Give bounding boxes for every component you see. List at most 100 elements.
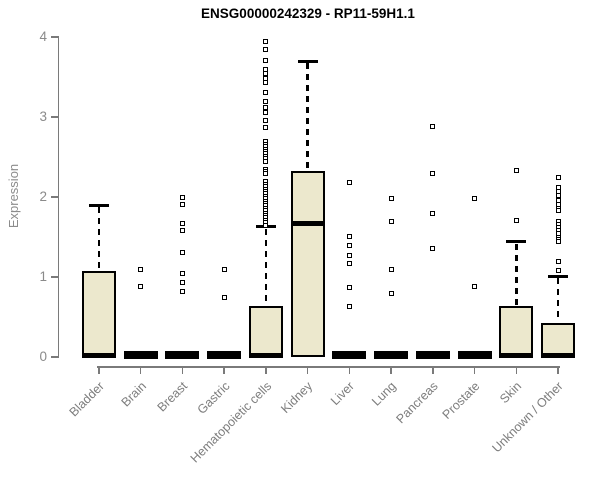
x-axis-tick — [306, 366, 309, 374]
upper-whisker — [556, 278, 560, 323]
x-axis-tick-label: Brain — [118, 379, 149, 410]
outlier-point — [555, 208, 561, 214]
outlier-point — [263, 99, 269, 105]
x-axis-tick-label: Bladder — [66, 379, 107, 420]
outlier-point — [179, 220, 185, 226]
upper-whisker — [97, 207, 101, 270]
y-axis-tick-label: 1 — [39, 269, 47, 284]
x-axis-tick — [432, 366, 434, 374]
upper-whisker-cap — [548, 274, 569, 278]
outlier-point — [263, 71, 269, 77]
median-line — [541, 352, 576, 358]
median-line — [165, 351, 200, 360]
y-axis-tick-label: 2 — [39, 189, 47, 204]
outlier-point — [179, 288, 185, 294]
x-axis-tick — [223, 366, 225, 374]
x-axis-tick — [473, 366, 476, 374]
y-axis-tick — [50, 116, 58, 118]
outlier-point — [179, 280, 185, 286]
x-axis-tick — [348, 366, 351, 374]
upper-whisker-cap — [89, 203, 109, 207]
outlier-point — [513, 217, 519, 223]
outlier-point — [388, 267, 394, 273]
outlier-point — [472, 196, 478, 202]
upper-whisker — [306, 63, 309, 171]
x-axis-tick — [181, 366, 184, 374]
x-axis-tick-label: Kidney — [278, 379, 316, 416]
x-axis-tick-label: Gastric — [194, 379, 233, 417]
y-axis-tick — [50, 356, 58, 358]
y-axis-line — [57, 36, 59, 358]
outlier-point — [555, 258, 561, 264]
median-line — [290, 220, 325, 226]
outlier-point — [263, 89, 269, 95]
outlier-point — [263, 158, 269, 164]
outlier-point — [388, 196, 394, 202]
outlier-point — [388, 290, 394, 296]
outlier-point — [346, 284, 352, 290]
outlier-point — [263, 39, 269, 45]
median-line — [457, 351, 492, 360]
x-axis-tick — [265, 366, 267, 374]
median-line — [332, 351, 367, 360]
outlier-point — [179, 228, 185, 234]
x-axis-tick-label: Pancreas — [393, 379, 441, 427]
outlier-point — [263, 57, 269, 63]
median-line — [374, 351, 409, 360]
x-axis-tick-label: Hematopoietic cells — [187, 379, 274, 466]
x-axis-tick — [515, 366, 518, 374]
outlier-point — [346, 233, 352, 239]
upper-whisker-cap — [297, 59, 318, 63]
outlier-point — [179, 249, 185, 255]
x-axis-tick-label: Skin — [497, 379, 525, 407]
x-axis-tick-label: Lung — [369, 379, 400, 409]
x-axis-tick-label: Breast — [154, 379, 191, 415]
outlier-point — [555, 174, 561, 180]
box-hematopoietic-cells — [248, 305, 283, 357]
y-axis-tick-label: 0 — [39, 349, 47, 364]
outlier-point — [263, 124, 269, 130]
median-line — [82, 352, 116, 358]
outlier-point — [263, 222, 269, 228]
upper-whisker — [264, 228, 268, 305]
outlier-point — [555, 239, 561, 245]
y-axis-tick-label: 3 — [39, 109, 47, 124]
outlier-point — [555, 268, 561, 274]
upper-whisker — [515, 243, 518, 305]
median-line — [123, 351, 158, 360]
outlier-point — [430, 124, 436, 130]
outlier-point — [263, 117, 269, 123]
outlier-point — [263, 104, 269, 110]
outlier-point — [346, 180, 352, 186]
outlier-point — [138, 266, 144, 272]
box-kidney — [290, 171, 325, 357]
median-line — [207, 351, 242, 360]
x-axis-tick — [98, 366, 100, 374]
box-bladder — [82, 270, 116, 357]
outlier-point — [472, 284, 478, 290]
y-axis-tick-label: 4 — [39, 29, 47, 44]
y-axis-tick — [50, 196, 58, 198]
median-line — [499, 352, 534, 358]
outlier-point — [430, 210, 436, 216]
outlier-point — [263, 46, 269, 52]
outlier-point — [555, 192, 561, 198]
x-axis-tick — [139, 366, 142, 374]
outlier-point — [179, 194, 185, 200]
outlier-point — [263, 66, 269, 72]
outlier-point — [346, 243, 352, 249]
outlier-point — [179, 201, 185, 207]
outlier-point — [513, 168, 519, 174]
x-axis-tick — [557, 366, 559, 374]
box-skin — [499, 305, 534, 357]
x-axis-tick — [390, 366, 392, 374]
outlier-point — [346, 304, 352, 310]
outlier-point — [430, 245, 436, 251]
outlier-point — [430, 171, 436, 177]
x-axis-line — [97, 366, 561, 368]
outlier-point — [179, 270, 185, 276]
median-line — [248, 352, 283, 358]
outlier-point — [263, 109, 269, 115]
chart-title: ENSG00000242329 - RP11-59H1.1 — [201, 6, 415, 21]
